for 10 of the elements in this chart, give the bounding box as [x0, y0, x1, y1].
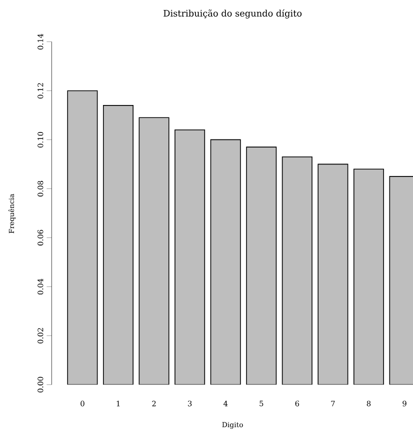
bar	[210, 140, 240, 385]
bar	[354, 169, 384, 385]
bar	[318, 164, 348, 385]
chart-title: Distribuição do segundo dígito	[163, 9, 302, 18]
bar	[282, 156, 312, 385]
bar	[174, 130, 204, 385]
bar	[246, 147, 276, 385]
bar	[103, 105, 133, 385]
bar	[138, 118, 169, 385]
bar	[67, 90, 98, 385]
